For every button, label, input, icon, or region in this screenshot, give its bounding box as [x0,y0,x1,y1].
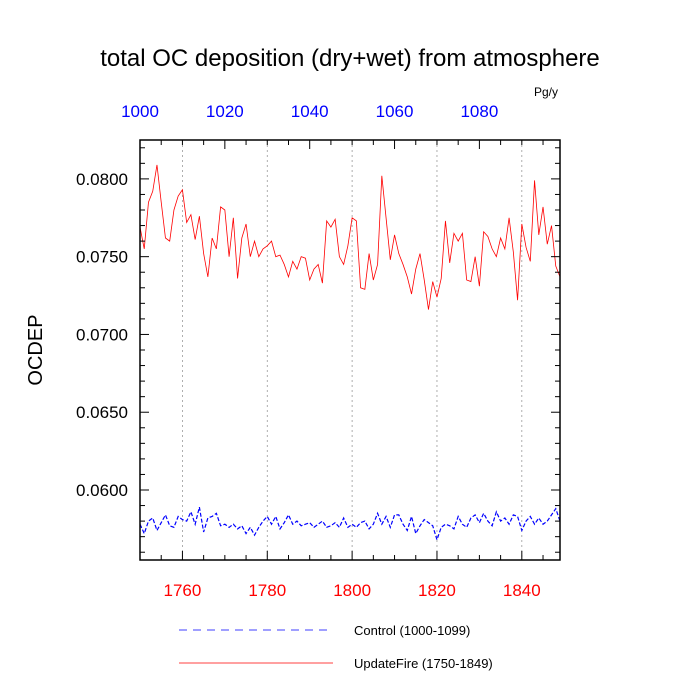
x-top-tick-label: 1000 [121,102,159,121]
chart-title: total OC deposition (dry+wet) from atmos… [100,45,600,72]
series-line-updatefire [139,164,561,310]
y-tick-label: 0.0800 [76,170,128,189]
x-top-tick-label: 1080 [460,102,498,121]
y-axis-label: OCDEP [25,314,47,385]
x-top-tick-label: 1020 [206,102,244,121]
y-tick-label: 0.0700 [76,325,128,344]
x-top-tick-label: 1040 [291,102,329,121]
y-tick-label: 0.0600 [76,481,128,500]
y-tick-label: 0.0650 [76,403,128,422]
tick-labels: 0.0600 0.0650 0.0700 0.0750 0.0800 1760 1780 18… [76,102,541,600]
series-lines [139,164,561,542]
x-bottom-tick-label: 1840 [503,581,541,600]
units-label: Pg/y [534,85,558,99]
series-line-control [139,506,561,542]
legend-label: Control (1000-1099) [354,623,470,638]
x-bottom-tick-label: 1780 [248,581,286,600]
axis-ticks [139,140,560,560]
gridlines [182,140,523,560]
y-tick-label: 0.0750 [76,248,128,267]
legend: Control (1000-1099) UpdateFire (1750-1849… [179,623,493,671]
x-bottom-tick-label: 1800 [333,581,371,600]
x-top-tick-label: 1060 [376,102,414,121]
legend-label: UpdateFire (1750-1849) [354,656,493,671]
plot-frame [139,139,561,561]
x-bottom-tick-label: 1760 [164,581,202,600]
x-bottom-tick-label: 1820 [418,581,456,600]
